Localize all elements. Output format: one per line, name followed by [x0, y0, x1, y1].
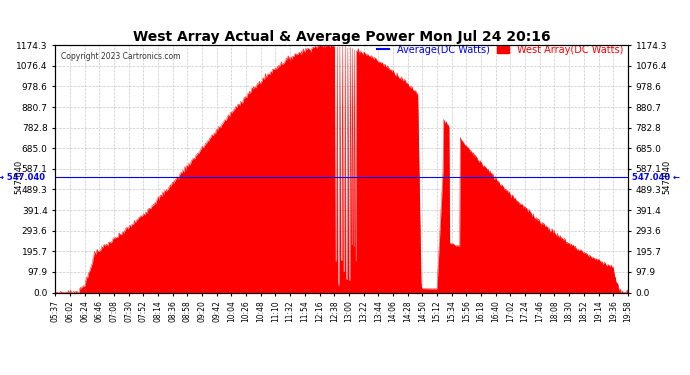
- Text: → 547.040: → 547.040: [0, 173, 45, 182]
- Text: 547.040 ←: 547.040 ←: [632, 173, 680, 182]
- Text: 547.040: 547.040: [662, 160, 671, 195]
- Text: Copyright 2023 Cartronics.com: Copyright 2023 Cartronics.com: [61, 53, 180, 62]
- Legend: Average(DC Watts), West Array(DC Watts): Average(DC Watts), West Array(DC Watts): [377, 45, 623, 55]
- Text: 547.040: 547.040: [14, 160, 23, 195]
- Title: West Array Actual & Average Power Mon Jul 24 20:16: West Array Actual & Average Power Mon Ju…: [132, 30, 551, 44]
